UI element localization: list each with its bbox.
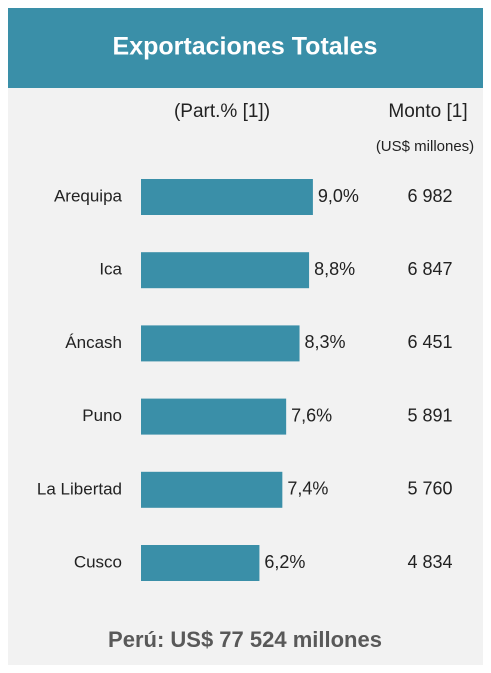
category-label: Áncash <box>65 333 122 352</box>
value-label: 8,8% <box>314 259 355 279</box>
value-label: 8,3% <box>305 332 346 352</box>
amount-label: 6 982 <box>407 186 452 206</box>
bar <box>141 545 260 581</box>
share-header: (Part.% [1]) <box>174 101 270 122</box>
category-label: Cusco <box>74 552 122 571</box>
category-label: La Libertad <box>37 479 122 498</box>
value-label: 7,4% <box>287 479 328 499</box>
category-label: Arequipa <box>54 186 123 205</box>
category-label: Puno <box>82 406 122 425</box>
category-label: Ica <box>99 260 122 279</box>
amount-label: 6 847 <box>407 259 452 279</box>
amount-label: 5 760 <box>407 479 452 499</box>
bar <box>141 252 310 289</box>
amount-label: 6 451 <box>407 332 452 352</box>
amount-unit: (US$ millones) <box>376 138 474 155</box>
value-label: 7,6% <box>291 405 332 425</box>
amount-header: Monto [1] <box>388 101 467 122</box>
chart-title: Exportaciones Totales <box>113 33 378 61</box>
header-band <box>8 8 483 88</box>
bar <box>141 471 283 508</box>
amount-label: 5 891 <box>407 405 452 425</box>
value-label: 6,2% <box>264 552 305 572</box>
bar <box>141 398 287 435</box>
amount-label: 4 834 <box>407 552 452 572</box>
bar <box>141 179 313 215</box>
value-label: 9,0% <box>318 186 359 206</box>
footer: Perú: US$ 77 524 millones <box>108 627 382 652</box>
bar <box>141 325 300 362</box>
